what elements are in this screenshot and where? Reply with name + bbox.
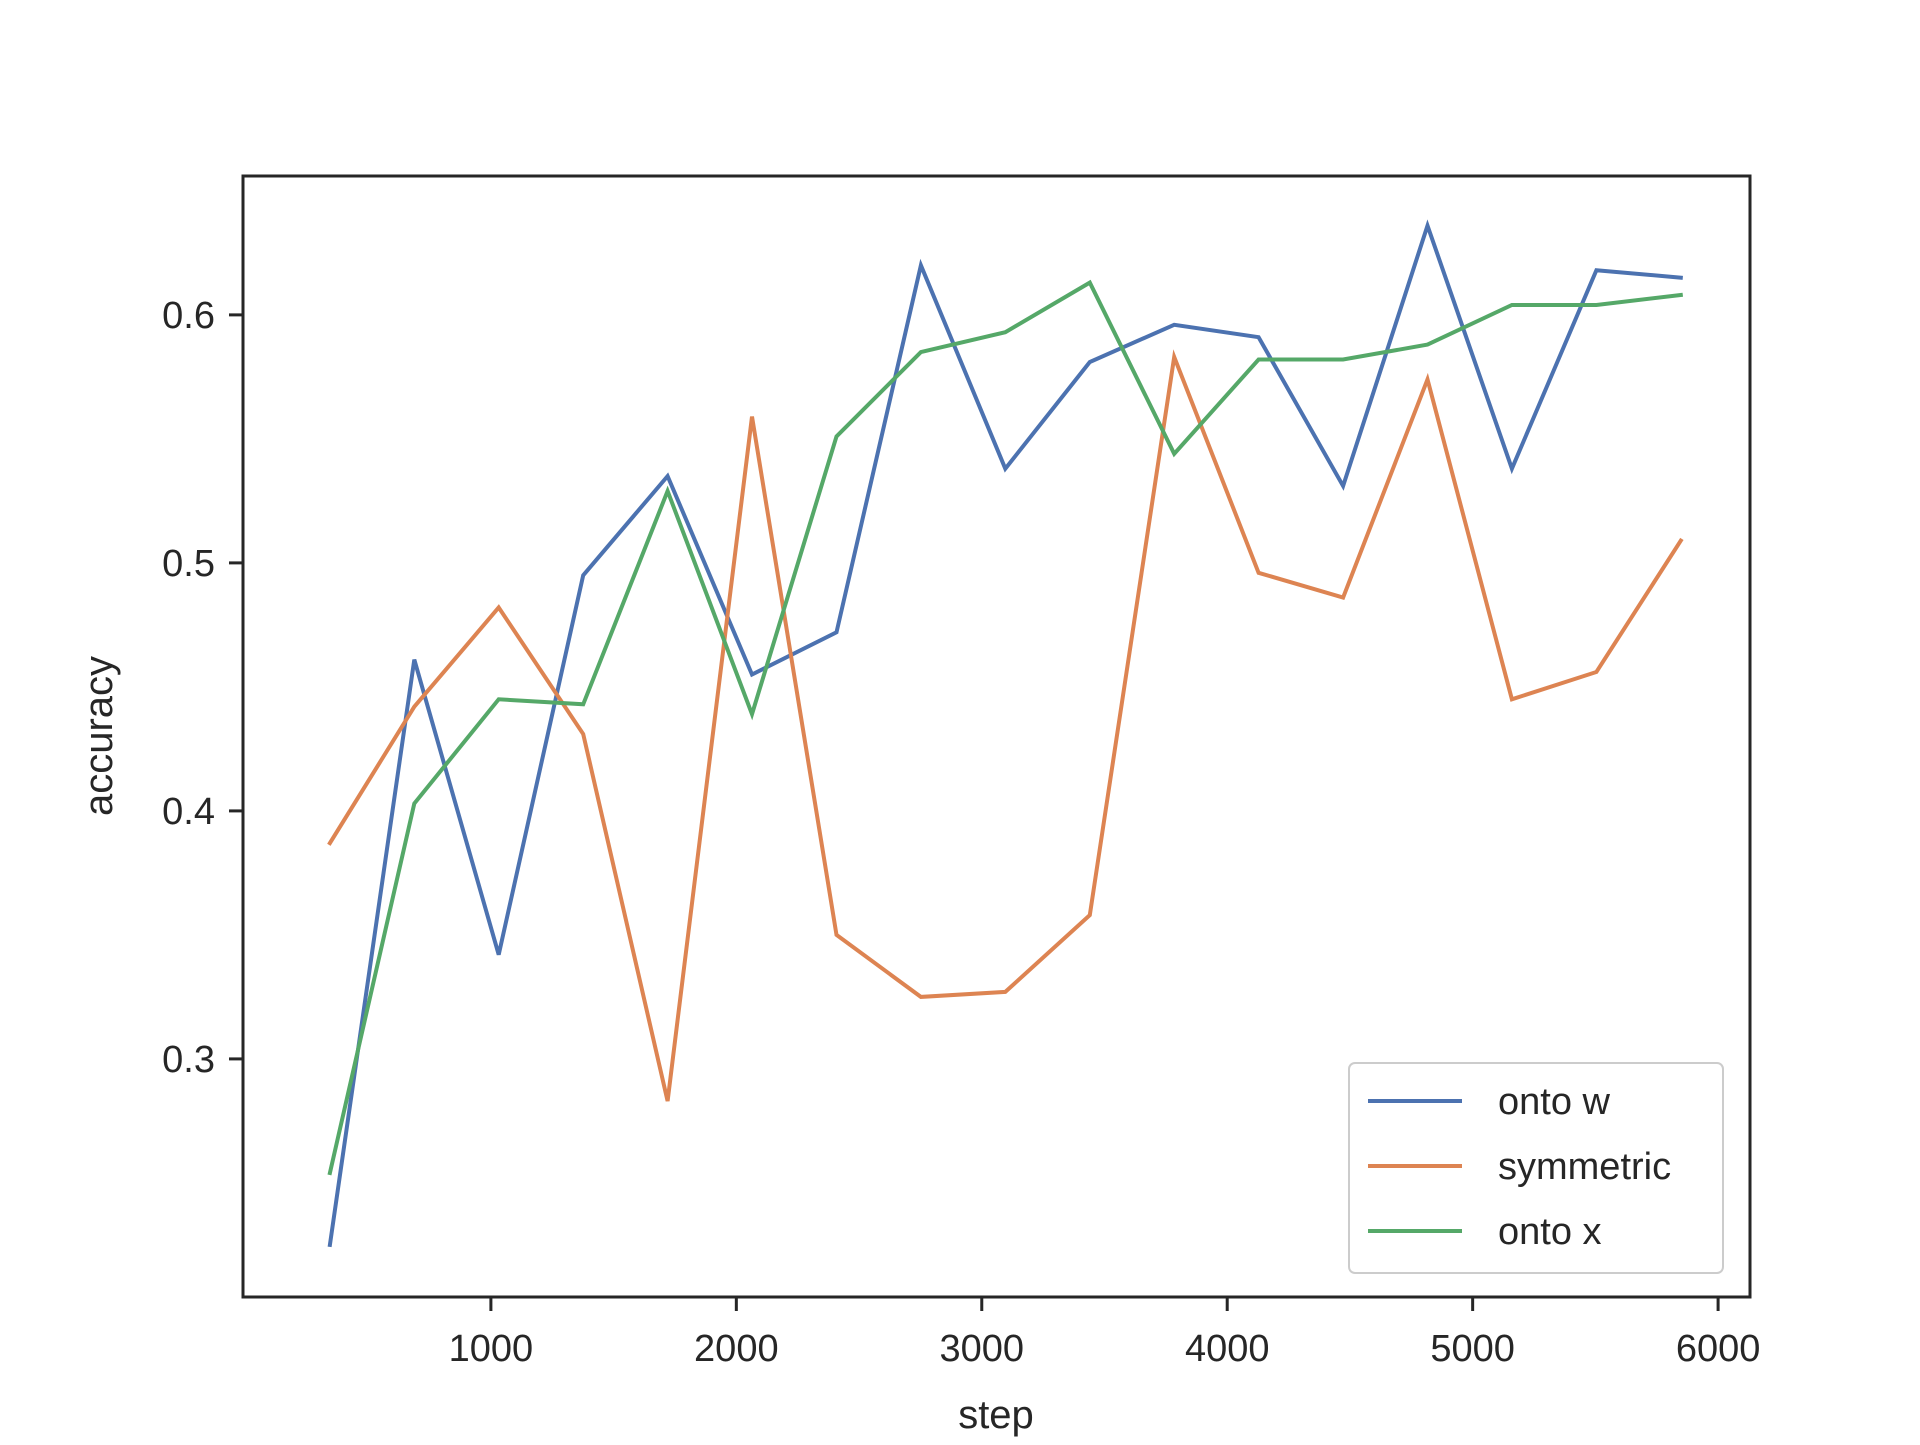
legend-label: symmetric — [1498, 1146, 1671, 1188]
x-tick-label: 2000 — [694, 1328, 779, 1370]
legend-label: onto x — [1498, 1211, 1602, 1253]
x-axis-label: step — [958, 1393, 1034, 1437]
x-tick-label: 3000 — [940, 1328, 1025, 1370]
y-tick-label: 0.5 — [162, 543, 215, 585]
x-tick-label: 1000 — [449, 1328, 534, 1370]
x-tick-label: 5000 — [1430, 1328, 1515, 1370]
y-axis-label: accuracy — [77, 656, 121, 816]
series-line-onto-x — [330, 283, 1681, 1173]
x-tick-label: 4000 — [1185, 1328, 1270, 1370]
y-tick-label: 0.3 — [162, 1039, 215, 1081]
x-tick-label: 6000 — [1676, 1328, 1761, 1370]
x-axis: 1000 2000 3000 4000 5000 6000 — [449, 1297, 1761, 1370]
legend: onto w symmetric onto x — [1349, 1063, 1723, 1273]
y-tick-label: 0.6 — [162, 295, 215, 337]
y-axis: 0.3 0.4 0.5 0.6 — [162, 295, 243, 1081]
y-tick-label: 0.4 — [162, 791, 215, 833]
legend-label: onto w — [1498, 1081, 1611, 1123]
